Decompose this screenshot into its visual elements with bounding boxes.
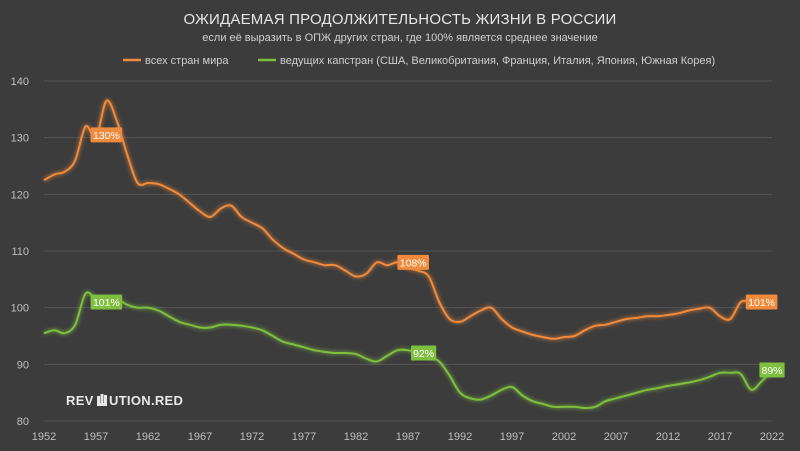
x-tick-label: 1957 <box>84 431 108 443</box>
x-tick-label: 2012 <box>656 431 680 443</box>
data-label-text: 108% <box>400 257 427 269</box>
data-label: 130% <box>90 127 123 143</box>
x-tick-label: 1992 <box>448 431 472 443</box>
y-tick-label: 130 <box>11 133 29 145</box>
data-label-text: 130% <box>93 130 120 142</box>
data-label-box <box>397 254 429 270</box>
y-tick-label: 80 <box>17 416 29 428</box>
y-tick-label: 100 <box>11 303 29 315</box>
data-label-text: 101% <box>93 297 120 309</box>
data-label-box <box>90 127 123 143</box>
x-tick-label: 1977 <box>292 431 316 443</box>
data-label-box <box>745 294 778 310</box>
y-axis-ticks: 80 90 100 110 120 130 140 <box>11 76 29 428</box>
series-line-1 <box>43 99 772 340</box>
data-label: 92% <box>411 345 437 361</box>
x-tick-label: 1962 <box>136 431 160 443</box>
series-line-2 <box>43 291 773 409</box>
legend-label-2: ведущих капстран (США, Великобритания, Ф… <box>280 55 715 67</box>
legend: всех стран мира ведущих капстран (США, Ве… <box>123 55 715 67</box>
logo-text-left: REV <box>66 393 94 408</box>
logo: REV UTION.RED <box>66 393 183 408</box>
x-tick-label: 1997 <box>500 431 524 443</box>
x-tick-label: 2022 <box>760 431 784 443</box>
legend-label-1: всех стран мира <box>145 55 229 67</box>
chart-title: ОЖИДАЕМАЯ ПРОДОЛЖИТЕЛЬНОСТЬ ЖИЗНИ В РОСС… <box>183 11 616 28</box>
x-tick-label: 2017 <box>708 431 732 443</box>
data-label-box <box>759 362 785 378</box>
data-label: 108% <box>397 254 429 270</box>
x-tick-label: 1982 <box>344 431 368 443</box>
data-label-text: 101% <box>748 297 775 309</box>
x-tick-label: 1952 <box>32 431 56 443</box>
gridlines <box>44 80 772 422</box>
data-label-text: 92% <box>413 348 434 360</box>
series-lines <box>43 99 773 409</box>
x-tick-label: 2002 <box>552 431 576 443</box>
data-label-box <box>90 294 123 310</box>
data-label: 101% <box>745 294 778 310</box>
y-tick-label: 110 <box>11 246 29 258</box>
x-tick-label: 1987 <box>396 431 420 443</box>
data-label-text: 89% <box>761 365 782 377</box>
x-tick-label: 1967 <box>188 431 212 443</box>
x-axis-ticks: 1952 1957 1962 1967 1972 1977 1982 1987 1992 1997… <box>32 431 784 443</box>
y-tick-label: 120 <box>11 189 29 201</box>
data-label-box <box>411 345 437 361</box>
x-tick-label: 1972 <box>240 431 264 443</box>
data-labels: 130% 108% 101% 101% 92% 89% <box>90 127 785 378</box>
y-tick-label: 140 <box>11 76 29 88</box>
logo-text-right: UTION.RED <box>109 393 183 408</box>
data-label: 89% <box>759 362 785 378</box>
data-label: 101% <box>90 294 123 310</box>
y-tick-label: 90 <box>17 359 29 371</box>
raised-fist-icon <box>97 394 107 406</box>
x-tick-label: 2007 <box>604 431 628 443</box>
chart-subtitle: если её выразить в ОПЖ других стран, где… <box>202 32 597 44</box>
